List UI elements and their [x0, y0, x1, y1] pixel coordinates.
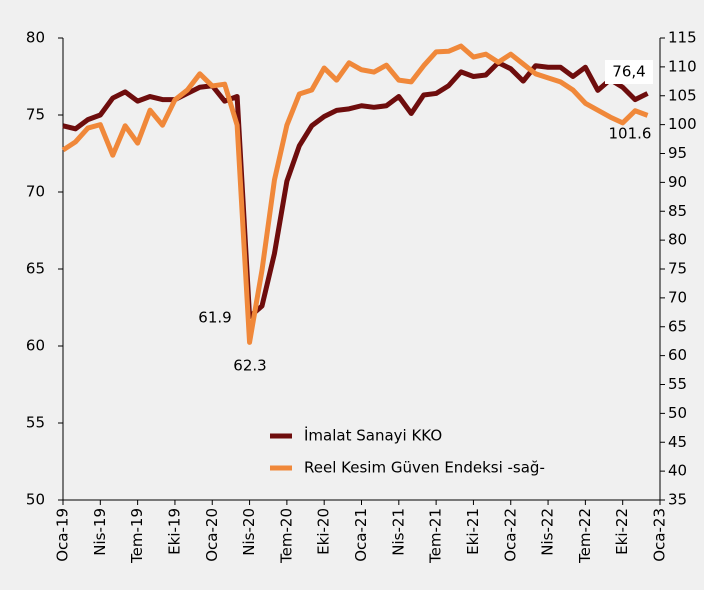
y2-tick-label: 100 [668, 115, 697, 133]
y-tick-label: 80 [26, 29, 45, 47]
x-tick-label: Oca-21 [352, 508, 370, 562]
series-line [61, 43, 649, 345]
x-tick-label: Nis-20 [240, 508, 258, 556]
y2-tick-label: 75 [668, 260, 687, 278]
y2-tick-label: 60 [668, 346, 687, 364]
annotation: 62.3 [233, 357, 266, 375]
x-tick-label: Oca-23 [651, 508, 669, 562]
y2-tick-label: 80 [668, 231, 687, 249]
annotation: 76,4 [612, 63, 645, 81]
y-tick-label: 70 [26, 183, 45, 201]
x-tick-label: Eki-20 [315, 508, 333, 555]
y2-tick-label: 95 [668, 144, 687, 162]
y-tick-label: 65 [26, 260, 45, 278]
y-tick-label: 50 [26, 491, 45, 509]
y2-tick-label: 65 [668, 317, 687, 335]
annotation: 61.9 [198, 309, 231, 327]
x-tick-label: Tem-20 [277, 508, 295, 564]
y2-tick-label: 45 [668, 433, 687, 451]
x-tick-label: Tem-21 [427, 508, 445, 564]
y2-tick-label: 70 [668, 288, 687, 306]
annotation-box [605, 60, 653, 84]
x-tick-label: Eki-19 [165, 508, 183, 555]
x-tick-label: Eki-22 [613, 508, 631, 555]
x-tick-label: Nis-21 [389, 508, 407, 556]
x-tick-label: Oca-19 [54, 508, 72, 562]
y-tick-label: 60 [26, 337, 45, 355]
annotation: 101.6 [609, 125, 652, 143]
y2-tick-label: 50 [668, 404, 687, 422]
x-tick-label: Tem-22 [576, 508, 594, 564]
series-line [62, 60, 649, 320]
x-tick-label: Nis-22 [539, 508, 557, 556]
x-tick-label: Oca-22 [501, 508, 519, 562]
y2-tick-label: 55 [668, 375, 687, 393]
x-tick-label: Tem-19 [128, 508, 146, 564]
x-tick-label: Eki-21 [464, 508, 482, 555]
y2-tick-label: 85 [668, 202, 687, 220]
legend-label: İmalat Sanayi KKO [304, 426, 442, 445]
x-tick-label: Oca-20 [203, 508, 221, 562]
y2-tick-label: 105 [668, 86, 697, 104]
y-tick-label: 55 [26, 414, 45, 432]
y2-tick-label: 110 [668, 57, 697, 75]
y2-tick-label: 35 [668, 491, 687, 509]
y2-tick-label: 90 [668, 173, 687, 191]
y2-tick-label: 115 [668, 29, 697, 47]
legend-label: Reel Kesim Güven Endeksi -sağ- [304, 459, 545, 477]
x-tick-label: Nis-19 [91, 508, 109, 556]
y-tick-label: 75 [26, 106, 45, 124]
y2-tick-label: 40 [668, 462, 687, 480]
